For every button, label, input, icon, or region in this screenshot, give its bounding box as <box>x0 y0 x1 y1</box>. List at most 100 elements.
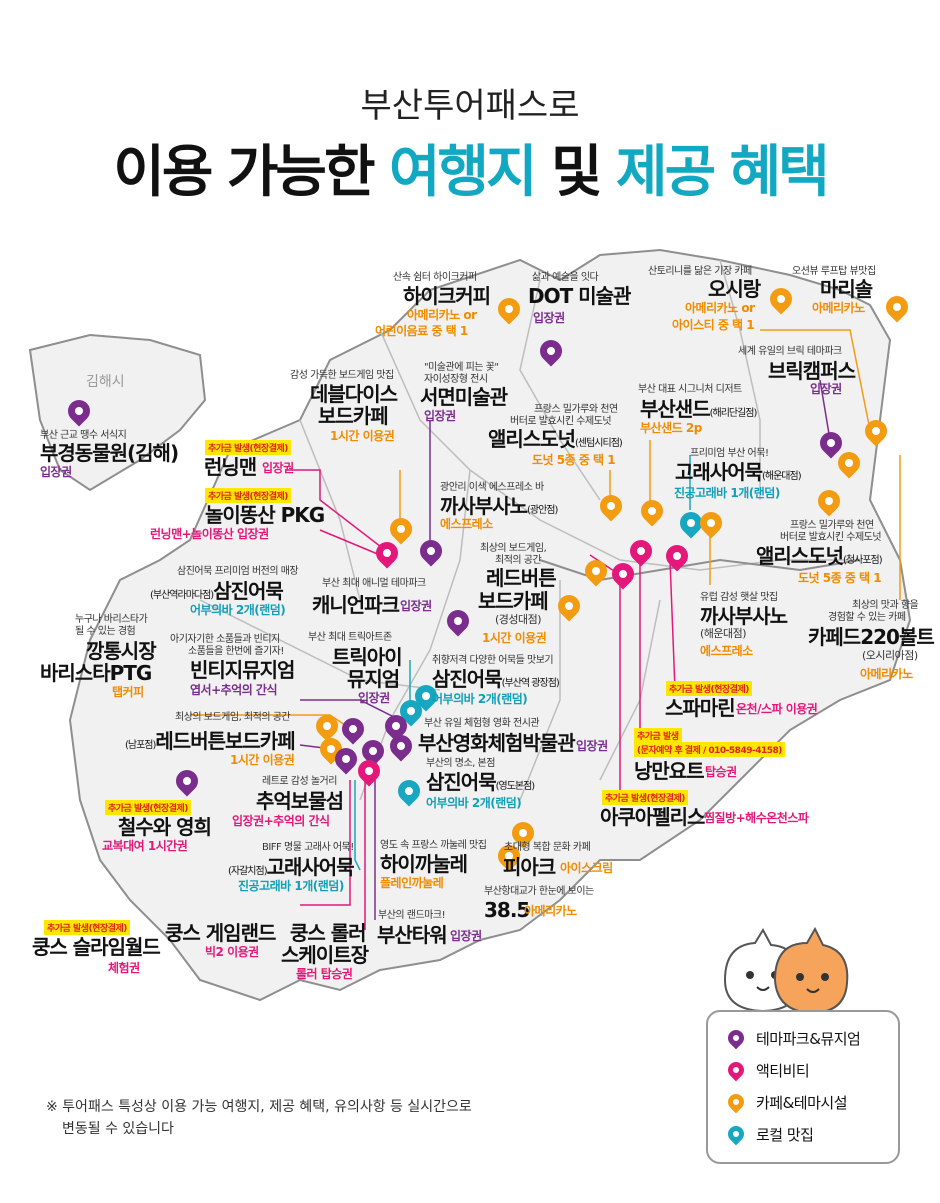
seomyeon-name[interactable]: 서면미술관 <box>420 385 508 409</box>
kungs3-name-2[interactable]: 스케이트장 <box>281 943 369 967</box>
title-part-4: 제공 혜택 <box>616 140 830 205</box>
cheolsu-benefit-1: 교복대여 1시간권 <box>102 839 188 853</box>
kungs1-extra-fee-badge: 추가금 발생(현장결제) <box>44 920 130 935</box>
kungs3-name-1[interactable]: 쿵스 롤러 <box>290 921 367 945</box>
kkangtong-name-1[interactable]: 깡통시장 <box>86 639 157 663</box>
map-region-gimhae <box>28 333 207 492</box>
alice2-benefit-1: 도넛 5종 중 택 1 <box>798 571 882 585</box>
spamarine-extra-fee-badge: 추가금 발생(현장결제) <box>666 681 752 696</box>
redbutton1-name-1[interactable]: 레드버튼 <box>486 566 557 590</box>
yacht-reservation-badge: (문자예약 후 결제 / 010-5849-4158) <box>634 742 785 757</box>
trick-benefit-1: 입장권 <box>358 691 390 705</box>
marisol-name[interactable]: 마리솔 <box>820 277 873 301</box>
kungs2-name[interactable]: 쿵스 게임랜드 <box>165 921 276 945</box>
kkangtong-name-2[interactable]: 바리스타PTG <box>40 661 152 685</box>
hike-benefit-2: 어린이음료 중 택 1 <box>375 324 468 338</box>
goraesa1-benefit-1: 진공고래바 1개(랜덤) <box>674 486 780 500</box>
map-legend: 테마파크&뮤지엄 액티비티 카페&테마시설 로컬 맛집 <box>706 1010 900 1164</box>
hike-name[interactable]: 하이크커피 <box>403 284 491 308</box>
tower-name[interactable]: 부산타워 <box>377 923 448 947</box>
redbutton2-name-main: 레드버튼보드카페 <box>155 729 295 753</box>
trick-name-1[interactable]: 트릭아이 <box>332 645 403 669</box>
alice1-sub-2: 버터로 발효시킨 수제도넛 <box>510 416 612 427</box>
samjin1-name[interactable]: (부산역라마다점)삼진어묵 <box>150 580 284 602</box>
header-subtitle: 부산투어패스로 <box>360 86 580 126</box>
piak-name[interactable]: 피아크 <box>503 855 556 879</box>
cafe220-sub-2: 경험할 수 있는 카페 <box>828 612 906 623</box>
kkasa1-branch: (광안점) <box>527 505 558 516</box>
hainkka-name[interactable]: 하이까눌레 <box>380 852 468 876</box>
legend-item-cafe: 카페&테마시설 <box>724 1090 848 1114</box>
alice2-name-main: 앨리스도넛 <box>756 544 844 568</box>
kkasa1-sub: 광안리 이색 에스프레소 바 <box>440 482 544 493</box>
chueok-name[interactable]: 추억보물섬 <box>256 789 344 813</box>
samjin3-name-main: 삼진어묵 <box>426 770 497 794</box>
samjin2-branch: (부산역 광장점) <box>501 678 560 689</box>
vintage-sub-1: 아기자기한 소품들과 빈티지 <box>170 634 280 645</box>
footnote-line-2: 변동될 수 있습니다 <box>62 1121 174 1137</box>
nolttong-name[interactable]: 놀이똥산 PKG <box>205 503 325 527</box>
vintage-name[interactable]: 빈티지뮤지엄 <box>190 658 295 682</box>
brick-benefit-1: 입장권 <box>810 382 842 396</box>
legend-item-theme-park: 테마파크&뮤지엄 <box>724 1026 861 1050</box>
runningman-benefit-1: 입장권 <box>262 461 294 475</box>
osirang-name[interactable]: 오시랑 <box>708 277 761 301</box>
yacht-extra-fee-badge: 추가금 발생 <box>634 728 682 743</box>
runningman-extra-fee-badge: 추가금 발생(현장결제) <box>205 440 291 455</box>
dot-name[interactable]: DOT 미술관 <box>528 284 631 308</box>
goraesa1-branch: (해운대점) <box>762 471 802 482</box>
title-part-1: 이용 가능한 <box>113 140 389 205</box>
busansand-branch: (해리단길점) <box>709 408 758 419</box>
samjin3-name[interactable]: 삼진어묵(영도본점) <box>426 770 536 794</box>
gimhae-name[interactable]: 부경동물원(김해) <box>40 441 179 465</box>
alice1-name[interactable]: 앨리스도넛(센텀시티점) <box>488 428 623 450</box>
samjin2-name[interactable]: 삼진어묵(부산역 광장점) <box>432 667 560 691</box>
canyon-sub: 부산 최대 애니멀 테마파크 <box>322 578 426 589</box>
goraesa1-name[interactable]: 고래사어묵(해운대점) <box>675 461 802 483</box>
nolttong-benefit-1: 런닝맨+놀이똥산 입장권 <box>150 527 269 541</box>
goraesa2-name-main: 고래사어묵 <box>266 855 355 879</box>
osirang-sub: 산토리니를 닮은 기장 카페 <box>648 266 752 277</box>
cheolsu-name[interactable]: 철수와 영희 <box>118 815 212 839</box>
samjin1-sub: 삼진어묵 프리미엄 버전의 매장 <box>177 566 299 577</box>
cafe220-name[interactable]: 카페드220볼트 <box>808 625 935 649</box>
hainkka-sub: 영도 속 프랑스 까눌레 맛집 <box>380 840 487 851</box>
dedle-name-2[interactable]: 보드카페 <box>318 404 389 428</box>
trick-sub: 부산 최대 트릭아트존 <box>308 632 392 643</box>
spamarine-name[interactable]: 스파마린 <box>665 696 736 720</box>
alice2-branch: (청사포점) <box>843 555 883 566</box>
nolttong-extra-fee-badge: 추가금 발생(현장결제) <box>205 488 291 503</box>
kkasa2-name[interactable]: 까사부사노 <box>700 604 788 628</box>
legend-item-local-food: 로컬 맛집 <box>724 1122 814 1146</box>
alice2-name[interactable]: 앨리스도넛(청사포점) <box>756 544 883 568</box>
samjin2-name-main: 삼진어묵 <box>432 667 503 691</box>
footnote-line-1: ※ 투어패스 특성상 이용 가능 여행지, 제공 혜택, 유의사항 등 실시간으… <box>46 1099 472 1115</box>
movie-name[interactable]: 부산영화체험박물관 <box>418 731 576 755</box>
teal-pin-icon <box>724 1122 748 1146</box>
kkasa2-sub: 유럽 감성 햇살 맛집 <box>700 592 778 603</box>
redbutton1-name-2[interactable]: 보드카페 <box>478 589 549 613</box>
legend-label: 테마파크&뮤지엄 <box>756 1029 861 1048</box>
busansand-name[interactable]: 부산샌드(해리단길점) <box>640 398 758 420</box>
aquapellis-extra-fee-badge: 추가금 발생(현장결제) <box>602 790 688 805</box>
samjin2-sub: 취향저격 다양한 어묵들 맛보기 <box>432 655 554 666</box>
redbutton2-name[interactable]: (남포점)레드버튼보드카페 <box>125 729 296 753</box>
orange-pin-icon <box>724 1090 748 1114</box>
goraesa2-name[interactable]: (자갈치점)고래사어묵 <box>228 855 355 879</box>
seomyeon-sub-1: "미술관에 피는 꽃" <box>424 362 499 373</box>
kkasa1-name[interactable]: 까사부사노(광안점) <box>440 494 558 518</box>
redbutton2-sub: 최상의 보드게임, 최적의 공간 <box>175 712 291 723</box>
busansand-benefit-1: 부산샌드 2p <box>640 421 702 435</box>
dedle-name-1[interactable]: 데블다이스 <box>310 382 398 406</box>
canyon-name[interactable]: 캐니언파크 <box>312 593 400 617</box>
marisol-sub: 오션뷰 루프탑 뷰맛집 <box>792 266 876 277</box>
kungs1-name[interactable]: 쿵스 슬라임월드 <box>32 935 161 959</box>
aquapellis-name[interactable]: 아쿠아펠리스 <box>600 805 705 829</box>
brick-name[interactable]: 브릭캠퍼스 <box>768 359 856 383</box>
c385-name[interactable]: 38.5 <box>484 898 530 922</box>
samjin3-branch: (영도본점) <box>495 781 536 792</box>
trick-name-2[interactable]: 뮤지엄 <box>347 667 400 691</box>
kkasa1-name-main: 까사부사노 <box>440 494 528 518</box>
yacht-name[interactable]: 낭만요트 <box>634 759 705 783</box>
runningman-name[interactable]: 런닝맨 <box>204 455 257 479</box>
